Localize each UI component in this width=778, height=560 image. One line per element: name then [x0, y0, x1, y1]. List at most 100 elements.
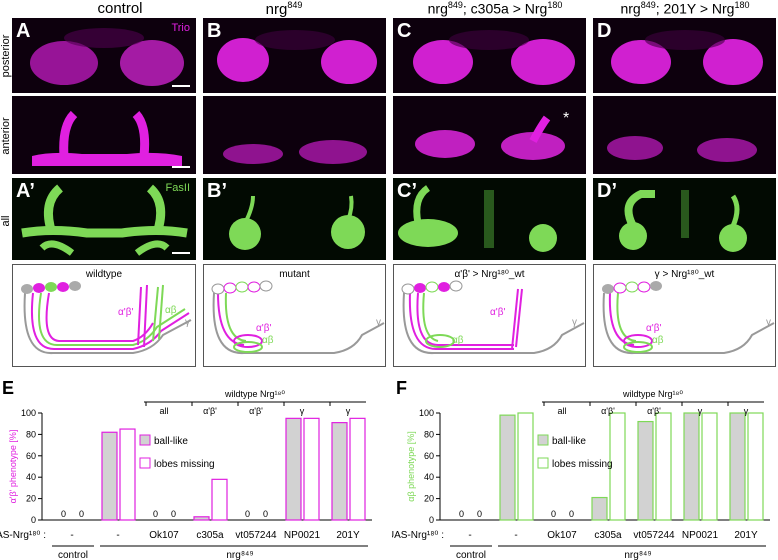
column-title-c305a: nrg849; c305a > Nrg180 — [427, 0, 563, 17]
legend-swatch-lobes-missing — [537, 457, 549, 469]
lobe-label-ab: αβ — [165, 305, 177, 316]
y-tick-label: 40 — [424, 472, 434, 482]
lobe-label-g: γ — [376, 317, 381, 328]
zero-label: 0 — [477, 509, 482, 519]
legend-label-ball-like: ball-like — [552, 436, 586, 447]
column-title-nrg849: nrg849 — [265, 0, 303, 18]
panel-C: C — [393, 18, 586, 93]
stain-label-fasii: FasII — [165, 182, 190, 194]
panel-B-anterior — [203, 96, 386, 174]
row-label-posterior: posterior — [0, 34, 12, 78]
schematic-wildtype-drawing — [21, 281, 192, 355]
sub-header: α'β' — [203, 406, 217, 416]
panel-letter-B: B — [207, 20, 222, 42]
column-title-control: control — [97, 0, 143, 17]
y-tick-label: 60 — [26, 451, 36, 461]
schematic-mutant: mutant α'β' αβ γ — [203, 264, 386, 367]
panel-D-prime: D’ — [593, 178, 776, 260]
y-tick-label: 0 — [429, 515, 434, 525]
bar — [331, 422, 348, 521]
schematic-201y-drawing — [602, 281, 775, 355]
y-axis-label: α'β' phenotype [%] — [8, 430, 18, 504]
panel-letter-A: A — [16, 20, 31, 42]
panel-letter-C-prime: C’ — [397, 180, 417, 202]
panel-D-prime-image — [619, 190, 747, 252]
schematic-mutant-drawing — [211, 280, 385, 355]
genotype-nrg: nrg⁸⁴⁹ — [226, 550, 253, 560]
bar — [101, 431, 118, 521]
row-label-anterior: anterior — [0, 117, 12, 155]
lobe-label-g: γ — [185, 317, 190, 328]
y-axis-label: αβ phenotype [%] — [406, 431, 416, 501]
bar — [637, 420, 654, 521]
panel-letter-C: C — [397, 20, 412, 42]
sub-header: γ — [744, 406, 749, 416]
scale-bar — [172, 166, 190, 168]
panel-B: B — [203, 18, 386, 93]
x-tick-label: - — [70, 530, 73, 541]
panel-letter-D: D — [597, 20, 612, 42]
lobe-label-ab-prime: α'β' — [256, 323, 272, 334]
bar — [517, 412, 534, 521]
lobe-label-ab: αβ — [652, 335, 664, 346]
genotype-control: control — [58, 550, 88, 560]
y-tick-label: 80 — [424, 429, 434, 439]
schematic-201y: γ > Nrg¹⁸⁰_wt α'β' αβ γ — [593, 264, 776, 367]
uas-label: UAS-Nrg¹⁸⁰ : — [392, 530, 444, 541]
group-header: wildtype Nrg¹⁸⁰ — [622, 389, 683, 399]
x-tick-label: c305a — [196, 530, 224, 541]
legend-label-lobes-missing: lobes missing — [552, 459, 613, 470]
panel-B-anterior-image — [223, 140, 367, 164]
bar — [683, 412, 700, 521]
panel-A-prime: A’ FasII — [12, 178, 196, 260]
x-tick-label: c305a — [594, 530, 622, 541]
bar — [655, 412, 672, 521]
y-tick-label: 20 — [26, 494, 36, 504]
lobe-label-ab-prime: α'β' — [646, 323, 662, 334]
bar — [349, 417, 366, 521]
zero-label: 0 — [171, 509, 176, 519]
x-tick-label: NP0021 — [284, 530, 321, 541]
y-tick-label: 20 — [424, 494, 434, 504]
bar — [729, 412, 746, 521]
y-tick-label: 60 — [424, 451, 434, 461]
zero-label: 0 — [459, 509, 464, 519]
bar — [193, 516, 210, 521]
sub-header: γ — [698, 406, 703, 416]
panel-D-anterior-image — [607, 136, 757, 162]
zero-label: 0 — [551, 509, 556, 519]
sub-header: γ — [346, 406, 351, 416]
schematic-c305a: α'β' > Nrg¹⁸⁰_wt α'β' αβ γ — [393, 264, 586, 367]
bar — [591, 496, 608, 521]
x-tick-label: vt057244 — [633, 530, 675, 541]
bar — [119, 428, 136, 521]
sub-header: α'β' — [601, 406, 615, 416]
panel-D-image — [611, 30, 763, 85]
panel-A-anterior-image — [32, 110, 182, 166]
panel-D: D — [593, 18, 776, 93]
legend-swatch-ball-like — [537, 434, 549, 446]
schematic-title: wildtype — [85, 269, 123, 280]
sub-header: all — [557, 406, 566, 416]
panel-B-image — [217, 30, 377, 84]
legend-swatch-ball-like — [139, 434, 151, 446]
x-tick-label: 201Y — [734, 530, 758, 541]
panel-A-prime-image — [21, 184, 188, 256]
lobe-label-g: γ — [766, 317, 771, 328]
panel-C-image — [413, 30, 575, 85]
y-tick-label: 0 — [31, 515, 36, 525]
group-header: wildtype Nrg¹⁸⁰ — [224, 389, 285, 399]
asterisk: * — [563, 110, 570, 127]
x-tick-label: NP0021 — [682, 530, 719, 541]
chart-F: 0 20 40 60 80 100 αβ phenotype [%] - - Ok107 c305a… — [392, 389, 770, 560]
chart-letter-F: F — [396, 378, 407, 398]
bar — [211, 478, 228, 521]
panel-C-anterior-image — [415, 115, 565, 160]
lobe-label-ab: αβ — [452, 335, 464, 346]
y-tick-label: 40 — [26, 472, 36, 482]
schematic-title: mutant — [279, 269, 310, 280]
panel-B-prime-image — [229, 195, 365, 250]
panel-A-image — [30, 28, 184, 86]
genotype-control: control — [456, 550, 486, 560]
zero-label: 0 — [569, 509, 574, 519]
